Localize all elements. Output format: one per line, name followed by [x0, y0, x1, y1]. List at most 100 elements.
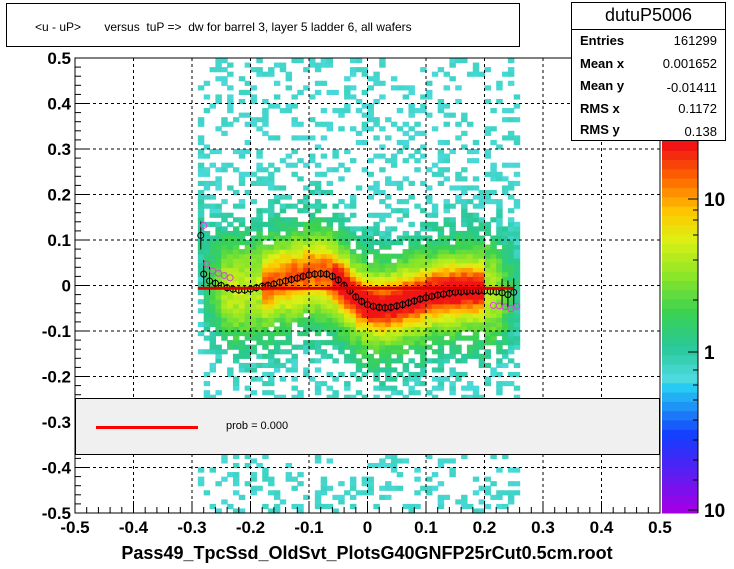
heatmap-cell — [443, 139, 450, 146]
heatmap-cell — [268, 294, 275, 300]
heatmap-cell — [385, 294, 392, 300]
heatmap-cell — [344, 89, 351, 95]
heatmap-cell — [203, 244, 211, 250]
heatmap-cell — [443, 458, 450, 464]
heatmap-cell — [227, 62, 234, 68]
heatmap-cell — [443, 103, 450, 109]
heatmap-cell — [355, 271, 363, 277]
heatmap-cell — [250, 258, 257, 264]
heatmap-cell — [297, 321, 304, 328]
heatmap-cell — [513, 276, 521, 282]
heatmap-cell — [484, 317, 491, 323]
heatmap-cell — [303, 308, 310, 314]
heatmap-cell — [396, 331, 404, 337]
heatmap-cell — [303, 267, 310, 273]
heatmap-cell — [414, 308, 421, 314]
heatmap-cell — [332, 394, 339, 400]
heatmap-cell — [209, 221, 216, 227]
heatmap-cell — [513, 180, 521, 186]
heatmap-cell — [309, 290, 316, 296]
heatmap-cell — [367, 117, 374, 123]
heatmap-cell — [437, 321, 445, 328]
heatmap-cell — [408, 267, 415, 273]
heatmap-cell — [215, 212, 222, 218]
heatmap-cell — [326, 167, 333, 173]
heatmap-cell — [420, 235, 427, 241]
heatmap-cell — [314, 80, 322, 86]
heatmap-cell — [285, 312, 293, 318]
heatmap-cell — [221, 58, 228, 64]
heatmap-cell — [408, 262, 415, 268]
heatmap-cell — [490, 258, 497, 264]
heatmap-cell — [513, 230, 521, 237]
heatmap-cell — [221, 317, 228, 323]
heatmap-cell — [390, 121, 398, 127]
heatmap-cell — [297, 312, 304, 318]
heatmap-cell — [349, 194, 357, 200]
heatmap-cell — [227, 321, 234, 328]
heatmap-cell — [250, 367, 257, 373]
heatmap-cell — [455, 121, 462, 127]
heatmap-cell — [490, 199, 497, 205]
heatmap-cell — [344, 321, 351, 328]
heatmap-cell — [426, 185, 433, 191]
heatmap-cell — [256, 271, 263, 277]
heatmap-cell — [502, 381, 509, 387]
heatmap-cell — [461, 499, 468, 505]
heatmap-cell — [507, 253, 515, 259]
heatmap-cell — [513, 312, 521, 318]
colorbar-segment — [662, 187, 698, 198]
heatmap-cell — [303, 321, 310, 328]
heatmap-cell — [326, 126, 333, 132]
heatmap-cell — [408, 249, 415, 255]
heatmap-cell — [507, 71, 515, 77]
heatmap-cell — [285, 308, 293, 314]
heatmap-cell — [232, 326, 240, 332]
heatmap-cell — [507, 358, 515, 364]
x-tick-label: 0.5 — [648, 518, 672, 537]
heatmap-cell — [256, 326, 263, 332]
chart-title: <u - uP> versus tuP => dw for barrel 3, … — [35, 20, 412, 34]
heatmap-cell — [443, 321, 450, 328]
heatmap-cell — [431, 253, 439, 259]
heatmap-cell — [273, 94, 281, 100]
heatmap-cell — [437, 98, 445, 105]
heatmap-cell — [262, 117, 269, 123]
heatmap-cell — [250, 171, 257, 177]
heatmap-cell — [314, 503, 322, 510]
profile-point — [200, 270, 208, 278]
heatmap-cell — [455, 194, 462, 200]
heatmap-cell — [507, 135, 515, 141]
heatmap-cell — [367, 462, 374, 469]
heatmap-cell — [361, 317, 369, 323]
heatmap-cell — [379, 349, 386, 355]
heatmap-cell — [466, 312, 474, 318]
heatmap-cell — [338, 340, 345, 346]
heatmap-cell — [273, 267, 281, 273]
heatmap-cell — [373, 349, 380, 355]
heatmap-cell — [507, 467, 515, 473]
heatmap-cell — [402, 394, 410, 400]
heatmap-cell — [496, 203, 503, 209]
heatmap-cell — [426, 490, 433, 496]
heatmap-cell — [373, 185, 380, 191]
heatmap-cell — [279, 308, 287, 314]
heatmap-cell — [309, 217, 316, 223]
heatmap-cell — [238, 249, 246, 255]
heatmap-cell — [385, 135, 392, 141]
heatmap-cell — [232, 381, 240, 387]
heatmap-cell — [420, 371, 427, 378]
heatmap-cell — [426, 485, 433, 491]
heatmap-cell — [227, 331, 234, 337]
heatmap-cell — [449, 294, 456, 300]
heatmap-cell — [414, 276, 421, 282]
heatmap-cell — [373, 117, 380, 123]
heatmap-cell — [338, 326, 345, 332]
heatmap-cell — [431, 367, 439, 373]
heatmap-cell — [256, 299, 263, 305]
heatmap-cell — [250, 312, 257, 318]
heatmap-cell — [513, 362, 521, 368]
y-tick-label: -0.2 — [42, 368, 71, 387]
heatmap-cell — [466, 280, 474, 287]
heatmap-cell — [513, 171, 521, 177]
